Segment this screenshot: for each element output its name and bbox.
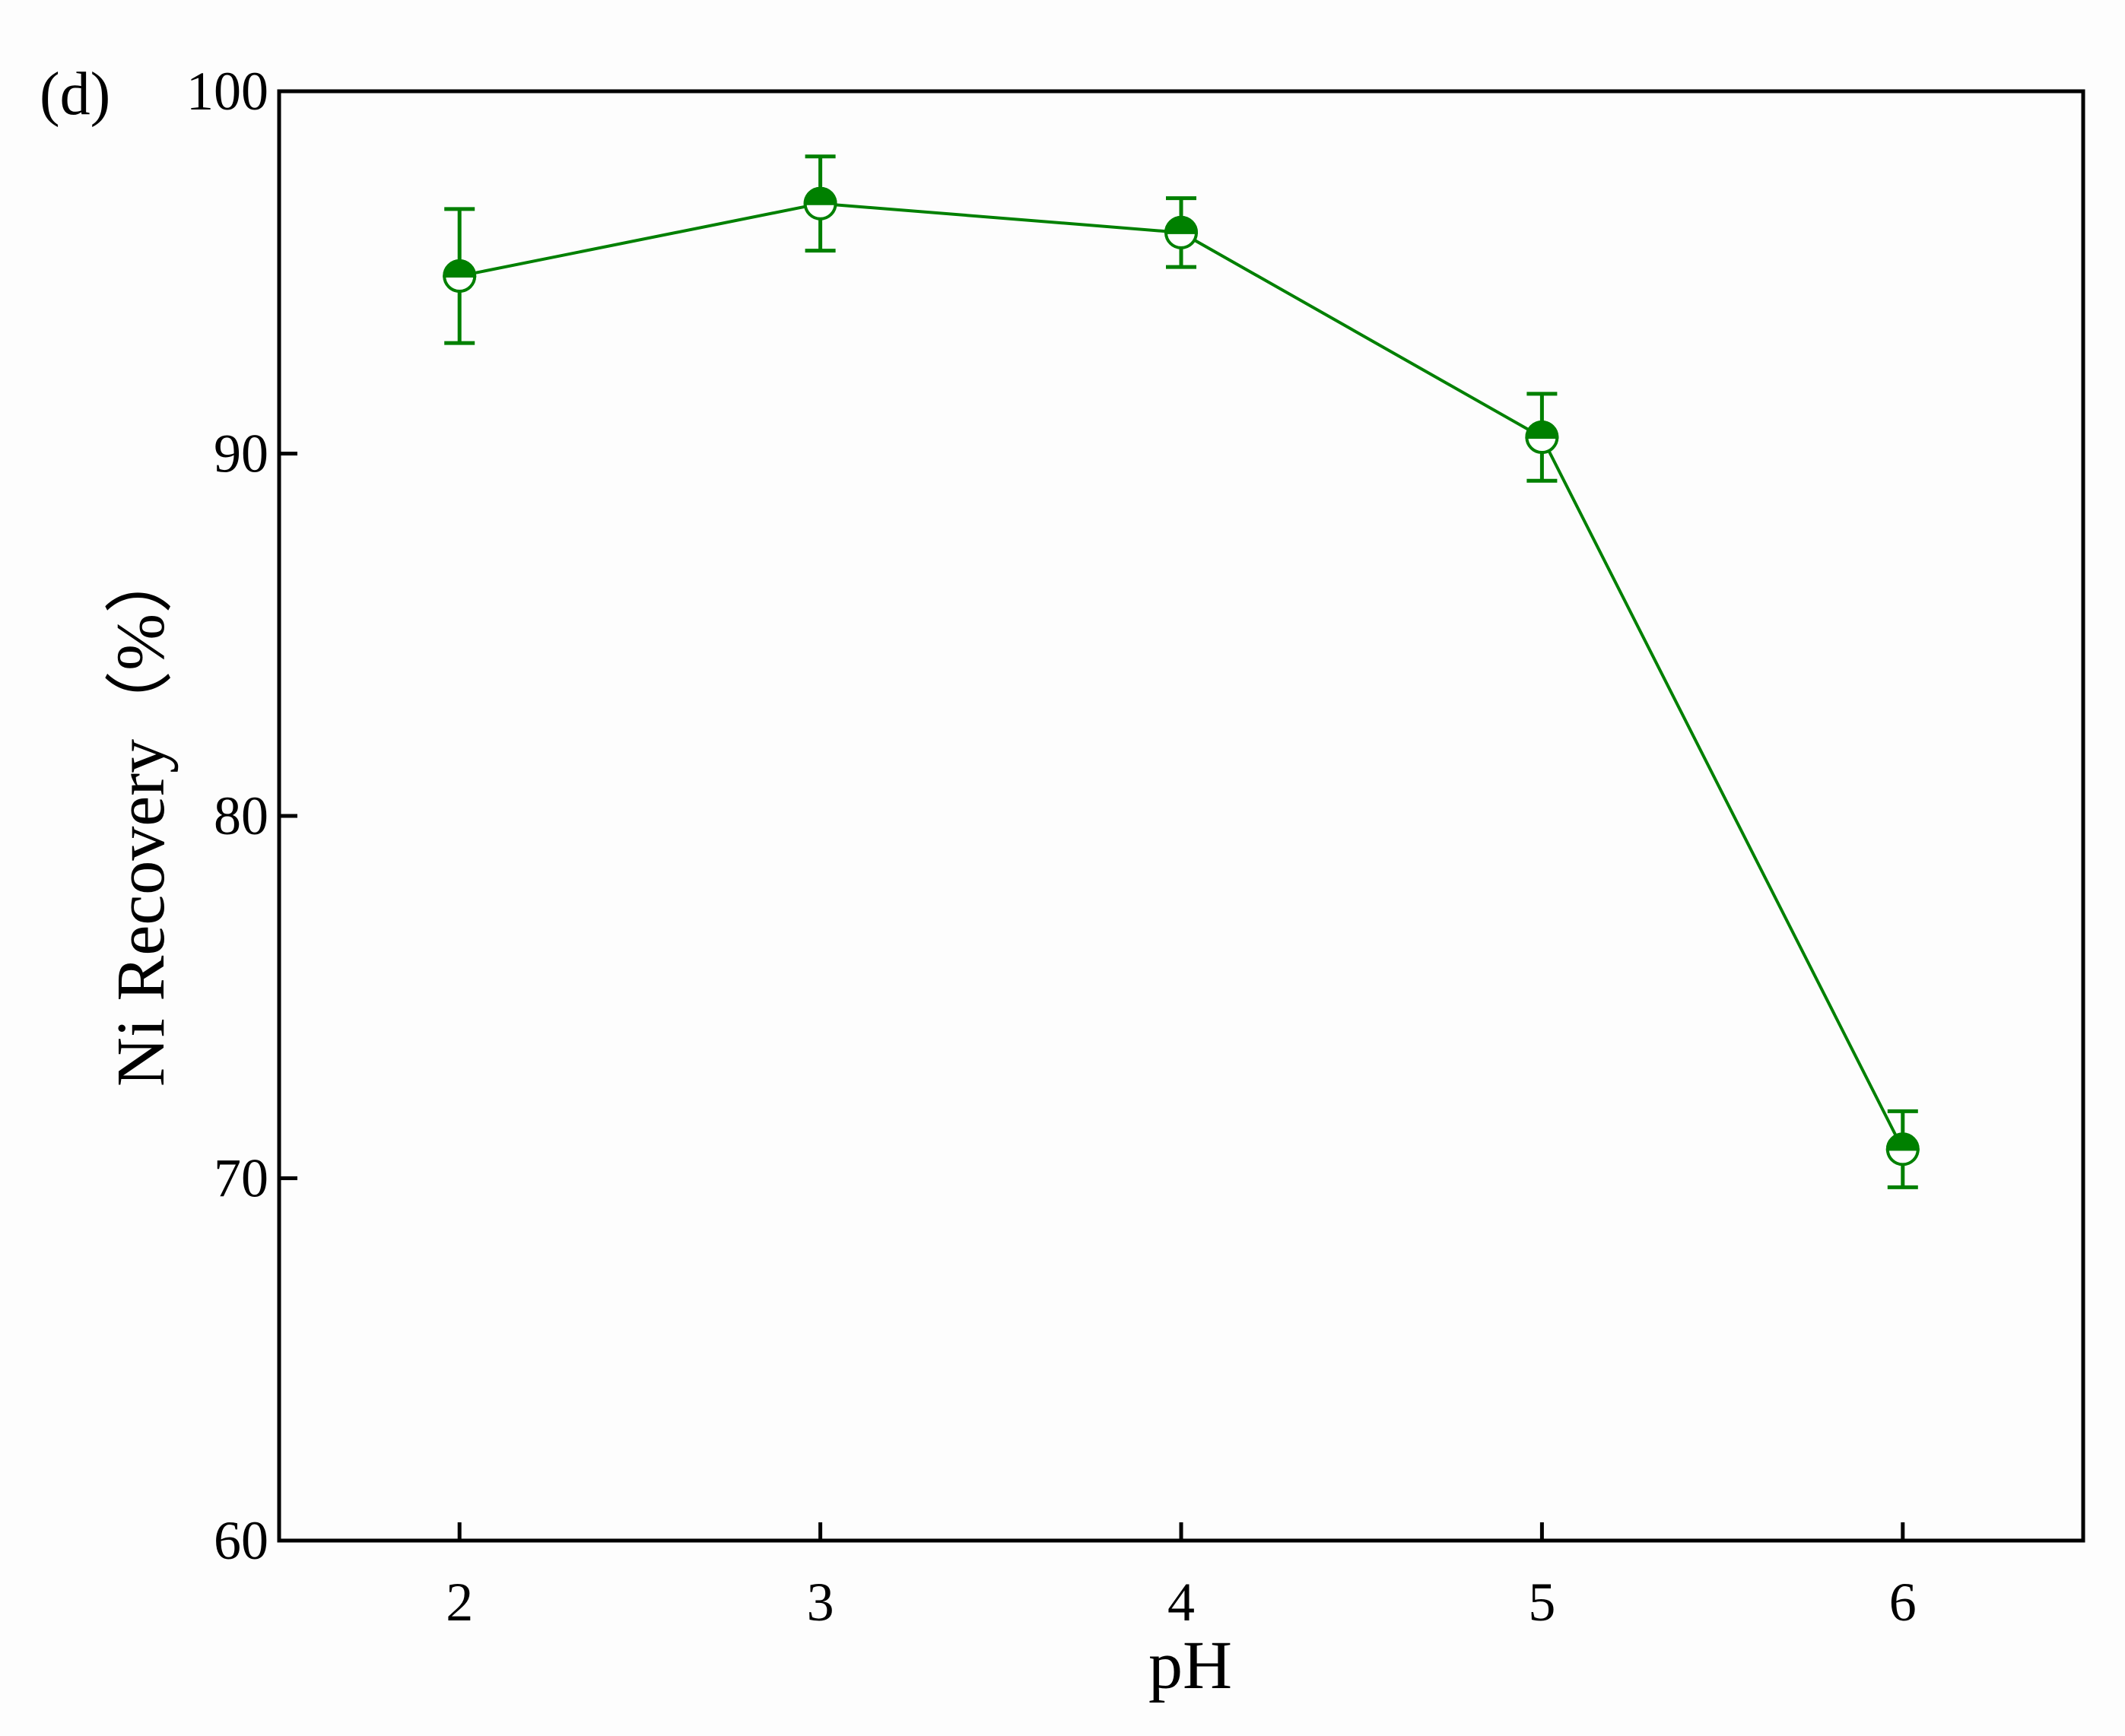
marker-fill — [1525, 421, 1559, 440]
x-tick-label: 4 — [1167, 1572, 1195, 1633]
marker — [1164, 215, 1199, 249]
x-axis-label: pH — [1148, 1628, 1232, 1703]
y-axis-label: Ni Recovery（%） — [103, 545, 179, 1087]
plot-frame — [277, 89, 2085, 1543]
y-tick-label: 70 — [214, 1148, 268, 1209]
y-tick-label: 80 — [214, 785, 268, 846]
data-line — [459, 202, 1904, 1150]
marker — [1525, 421, 1559, 455]
y-tick-label: 90 — [214, 424, 268, 484]
y-tick-label: 100 — [186, 61, 268, 122]
marker-fill — [443, 259, 477, 278]
marker-fill — [1885, 1132, 1920, 1151]
marker-fill — [1164, 215, 1199, 234]
marker-fill — [803, 186, 837, 205]
x-tick-label: 3 — [807, 1572, 834, 1633]
marker — [443, 259, 477, 294]
x-tick-label: 5 — [1528, 1572, 1555, 1633]
marker — [803, 186, 837, 221]
x-tick-label: 2 — [446, 1572, 473, 1633]
marker — [1885, 1132, 1920, 1166]
y-tick-label: 60 — [214, 1510, 268, 1571]
panel-label: (d) — [40, 61, 110, 128]
x-tick-label: 6 — [1889, 1572, 1917, 1633]
